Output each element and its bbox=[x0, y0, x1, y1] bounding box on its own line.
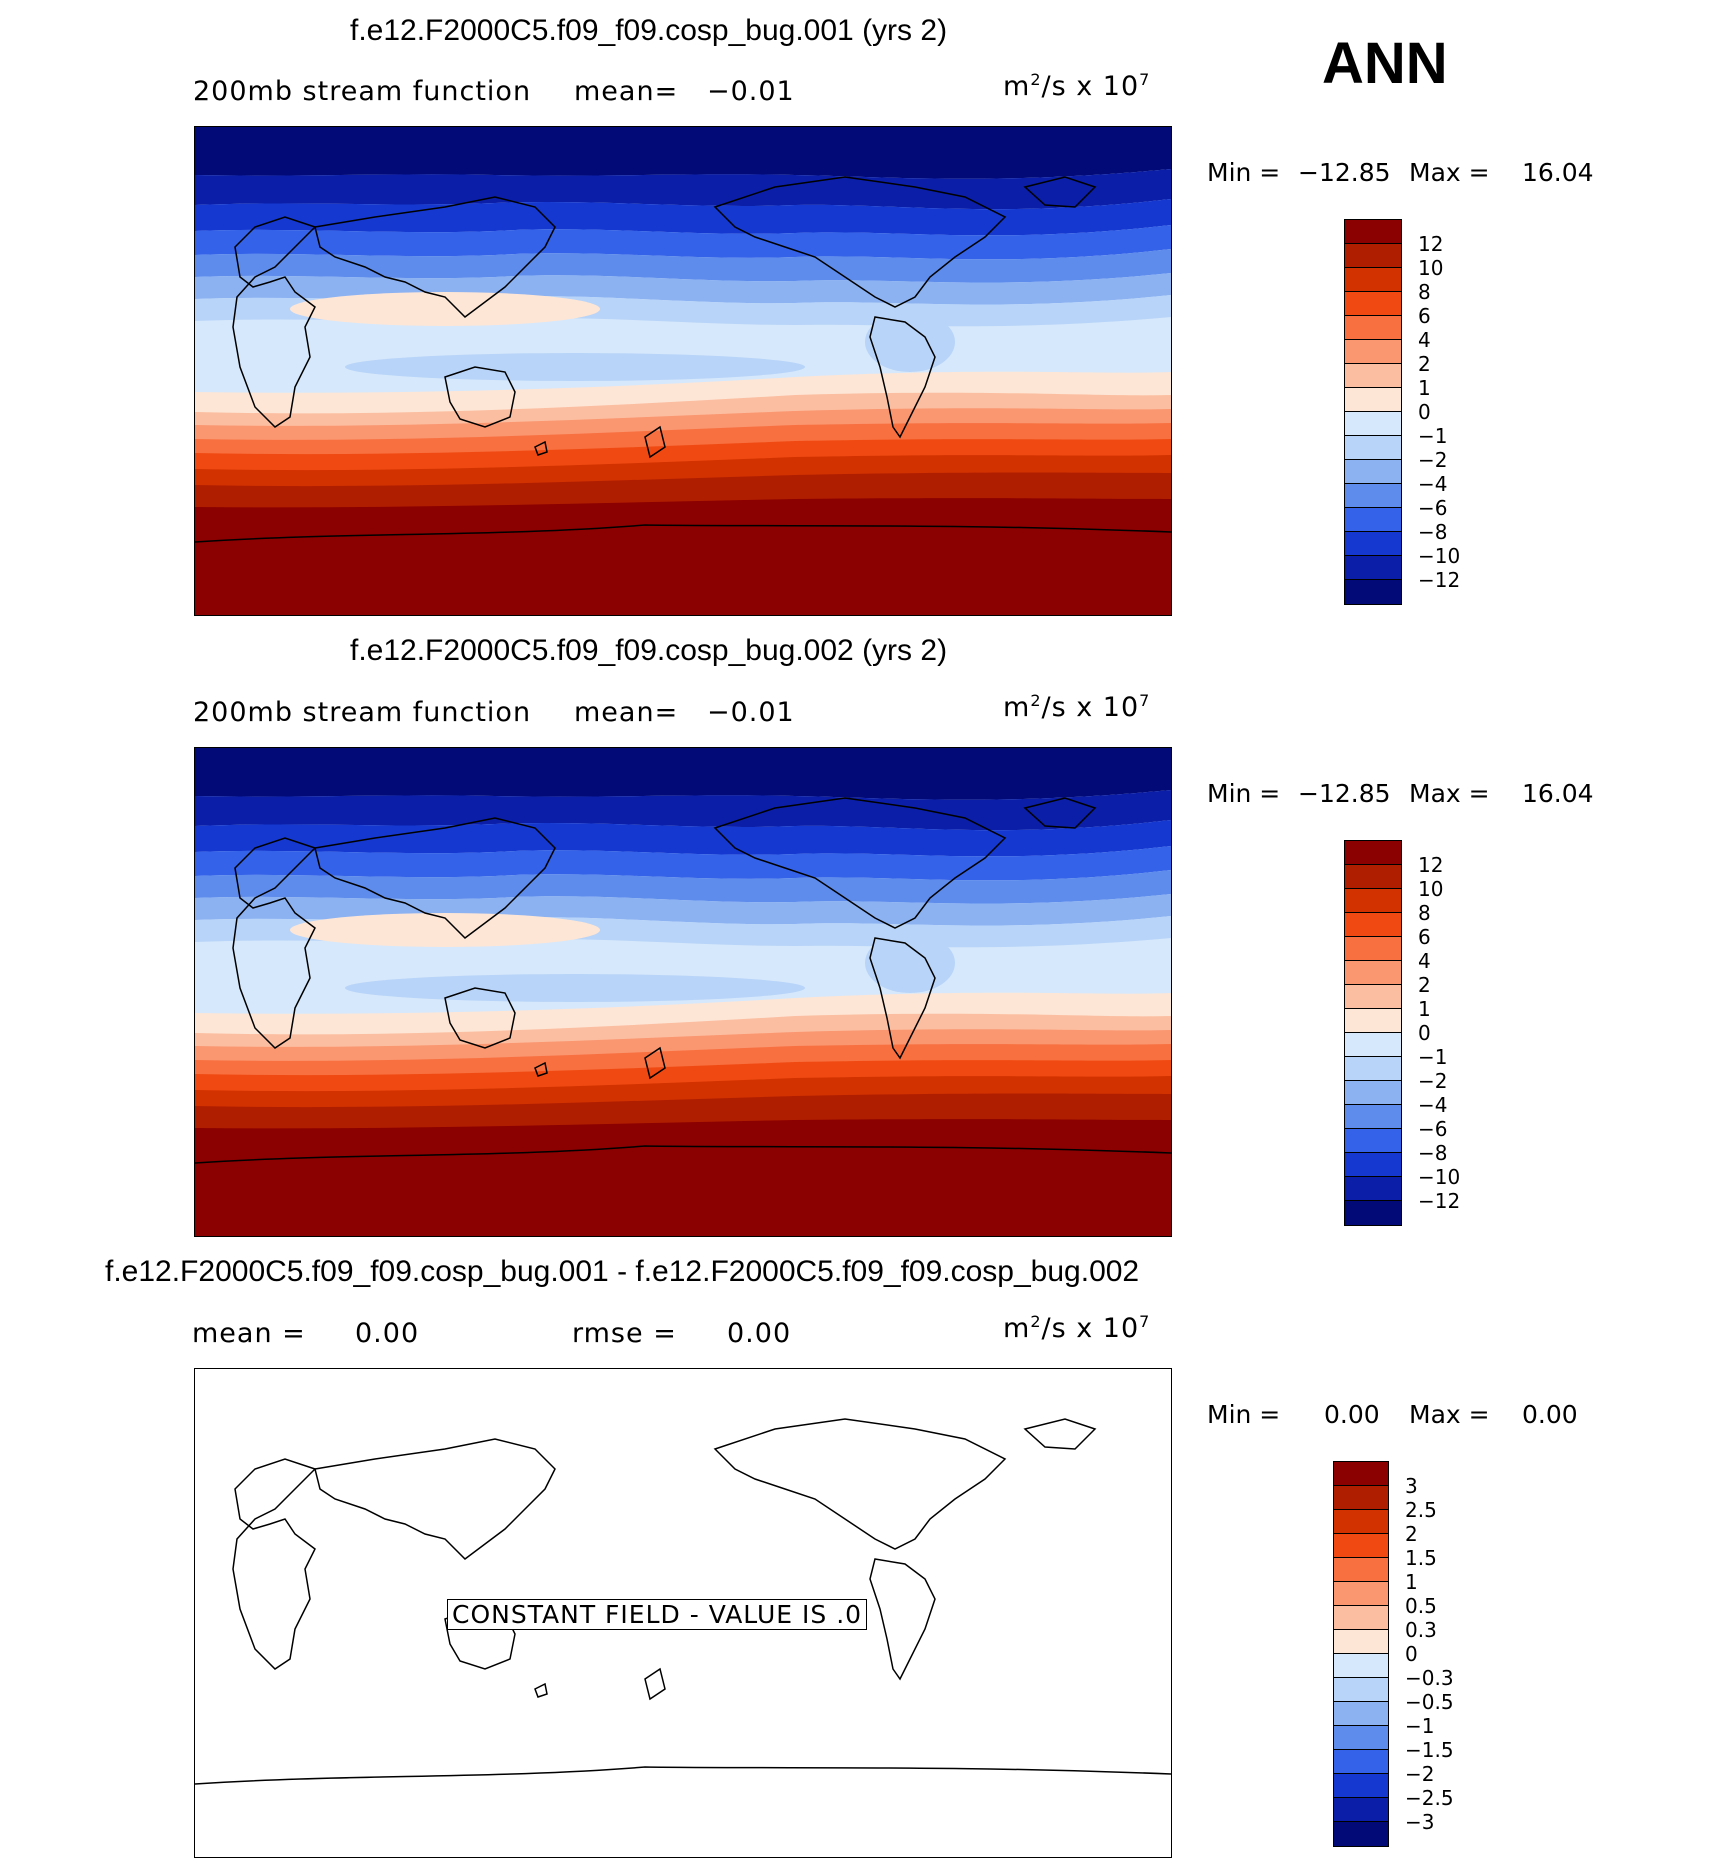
cb2-label: −2 bbox=[1418, 1069, 1448, 1093]
panel2-title: f.e12.F2000C5.f09_f09.cosp_bug.002 (yrs … bbox=[350, 634, 948, 667]
cb1-label: −4 bbox=[1418, 472, 1448, 496]
panel2-map bbox=[194, 747, 1172, 1237]
panel2-min-label: Min = bbox=[1207, 779, 1281, 808]
cb1-label: 12 bbox=[1418, 232, 1444, 256]
panel3-colorbar bbox=[1333, 1461, 1389, 1847]
panel3-rmse-label: rmse = bbox=[572, 1318, 677, 1349]
cb3-label: −3 bbox=[1405, 1810, 1435, 1834]
cb1-label: −1 bbox=[1418, 424, 1448, 448]
panel2-mean-value: −0.01 bbox=[707, 697, 795, 728]
cb3-label: −0.5 bbox=[1405, 1690, 1454, 1714]
panel2-colorbar bbox=[1344, 840, 1402, 1226]
cb1-label: 8 bbox=[1418, 280, 1431, 304]
cb3-label: −2 bbox=[1405, 1762, 1435, 1786]
cb3-label: 0 bbox=[1405, 1642, 1418, 1666]
panel3-map: CONSTANT FIELD - VALUE IS .0 bbox=[194, 1368, 1172, 1858]
cb3-label: 2.5 bbox=[1405, 1498, 1437, 1522]
panel1-max-value: 16.04 bbox=[1522, 158, 1594, 187]
panel2-field-label: 200mb stream function bbox=[193, 697, 532, 728]
cb3-label: 2 bbox=[1405, 1522, 1418, 1546]
panel1-units: m2/s x 107 bbox=[1003, 70, 1151, 102]
cb2-label: 1 bbox=[1418, 997, 1431, 1021]
cb1-label: −8 bbox=[1418, 520, 1448, 544]
panel1-min-label: Min = bbox=[1207, 158, 1281, 187]
panel3-max-label: Max = bbox=[1409, 1400, 1490, 1429]
cb1-label: 4 bbox=[1418, 328, 1431, 352]
cb1-label: −10 bbox=[1418, 544, 1461, 568]
panel1-map bbox=[194, 126, 1172, 616]
panel3-mean-value: 0.00 bbox=[355, 1318, 420, 1349]
panel3-units: m2/s x 107 bbox=[1003, 1312, 1151, 1344]
panel2-max-value: 16.04 bbox=[1522, 779, 1594, 808]
cb2-label: 0 bbox=[1418, 1021, 1431, 1045]
panel2-max-label: Max = bbox=[1409, 779, 1490, 808]
cb3-label: 0.5 bbox=[1405, 1594, 1437, 1618]
cb1-label: 6 bbox=[1418, 304, 1431, 328]
cb2-label: 2 bbox=[1418, 973, 1431, 997]
cb1-label: −2 bbox=[1418, 448, 1448, 472]
cb2-label: −8 bbox=[1418, 1141, 1448, 1165]
season-label: ANN bbox=[1322, 31, 1448, 96]
cb2-label: 8 bbox=[1418, 901, 1431, 925]
cb2-label: −10 bbox=[1418, 1165, 1461, 1189]
cb2-label: −6 bbox=[1418, 1117, 1448, 1141]
cb1-label: 2 bbox=[1418, 352, 1431, 376]
cb3-label: −2.5 bbox=[1405, 1786, 1454, 1810]
cb3-label: −1 bbox=[1405, 1714, 1435, 1738]
panel1-max-label: Max = bbox=[1409, 158, 1490, 187]
panel1-field-label: 200mb stream function bbox=[193, 76, 532, 107]
cb2-label: 12 bbox=[1418, 853, 1444, 877]
cb3-label: 0.3 bbox=[1405, 1618, 1437, 1642]
panel2-min-value: −12.85 bbox=[1298, 779, 1391, 808]
panel1-title: f.e12.F2000C5.f09_f09.cosp_bug.001 (yrs … bbox=[350, 14, 948, 47]
cb2-label: 6 bbox=[1418, 925, 1431, 949]
panel3-min-value: 0.00 bbox=[1324, 1400, 1380, 1429]
cb3-label: −1.5 bbox=[1405, 1738, 1454, 1762]
panel1-min-value: −12.85 bbox=[1298, 158, 1391, 187]
panel1-contour-plot bbox=[195, 127, 1171, 615]
cb3-label: 1.5 bbox=[1405, 1546, 1437, 1570]
panel3-min-label: Min = bbox=[1207, 1400, 1281, 1429]
cb2-label: −12 bbox=[1418, 1189, 1461, 1213]
cb3-label: 3 bbox=[1405, 1474, 1418, 1498]
constant-field-note: CONSTANT FIELD - VALUE IS .0 bbox=[447, 1599, 868, 1630]
cb1-label: 0 bbox=[1418, 400, 1431, 424]
panel3-mean-label: mean = bbox=[192, 1318, 306, 1349]
cb2-label: 10 bbox=[1418, 877, 1444, 901]
panel2-contour-plot bbox=[195, 748, 1171, 1236]
panel3-title: f.e12.F2000C5.f09_f09.cosp_bug.001 - f.e… bbox=[105, 1255, 1140, 1288]
cb1-label: −6 bbox=[1418, 496, 1448, 520]
cb2-label: 4 bbox=[1418, 949, 1431, 973]
cb1-label: 10 bbox=[1418, 256, 1444, 280]
panel2-mean-label: mean= bbox=[574, 697, 679, 728]
panel1-mean-value: −0.01 bbox=[707, 76, 795, 107]
panel3-rmse-value: 0.00 bbox=[727, 1318, 792, 1349]
cb1-label: −12 bbox=[1418, 568, 1461, 592]
panel1-mean-label: mean= bbox=[574, 76, 679, 107]
cb2-label: −1 bbox=[1418, 1045, 1448, 1069]
panel3-max-value: 0.00 bbox=[1522, 1400, 1578, 1429]
cb2-label: −4 bbox=[1418, 1093, 1448, 1117]
cb3-label: 1 bbox=[1405, 1570, 1418, 1594]
cb3-label: −0.3 bbox=[1405, 1666, 1454, 1690]
panel2-units: m2/s x 107 bbox=[1003, 691, 1151, 723]
panel1-colorbar bbox=[1344, 219, 1402, 605]
cb1-label: 1 bbox=[1418, 376, 1431, 400]
